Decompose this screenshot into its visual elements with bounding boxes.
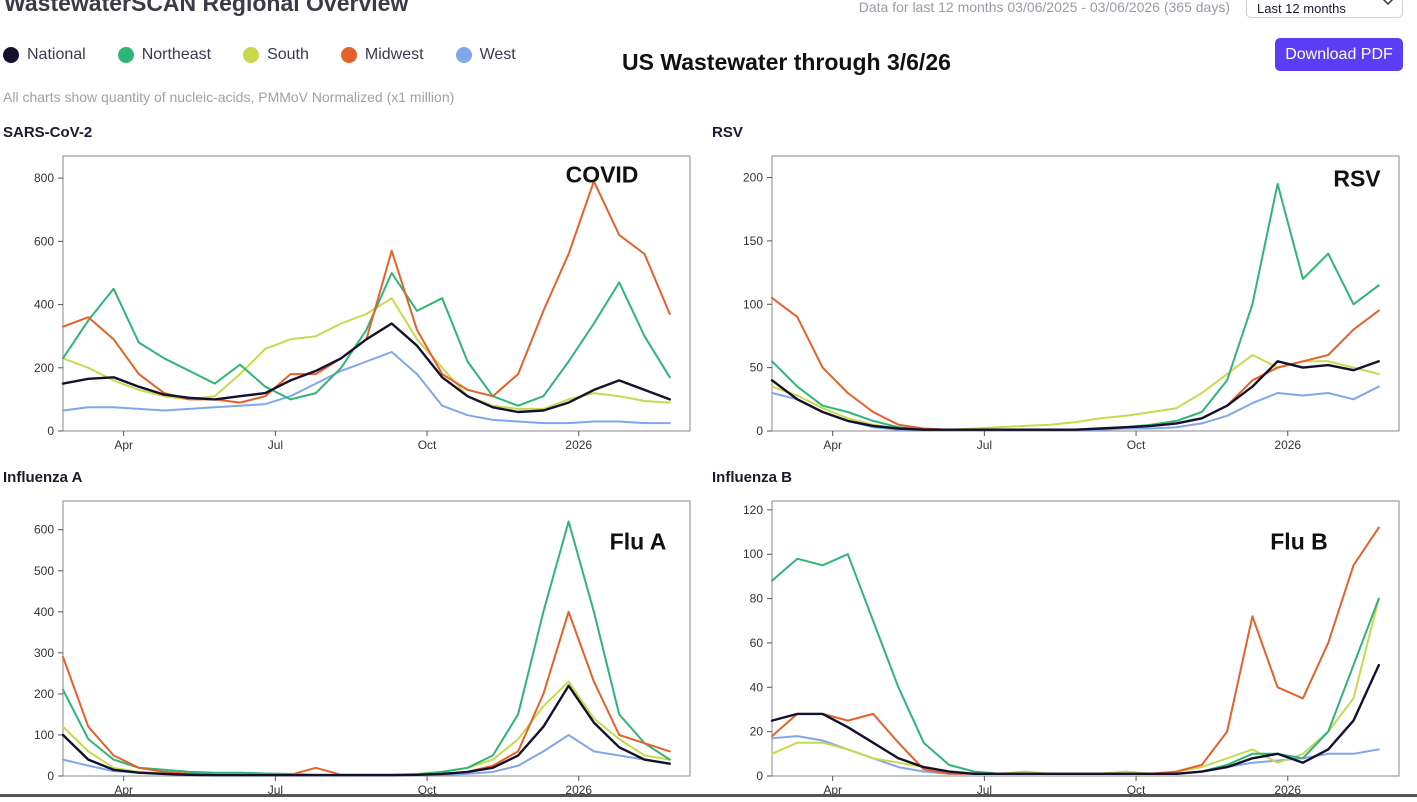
series-line-northeast [771,182,1380,431]
legend-item-national[interactable]: National [3,46,86,64]
legend-dot-icon [3,47,19,63]
legend-item-northeast[interactable]: Northeast [117,46,212,64]
legend-item-midwest[interactable]: Midwest [340,46,424,64]
y-tick-label: 200 [743,171,763,185]
y-tick-label: 0 [47,769,54,783]
legend-label: Midwest [364,46,424,63]
y-tick-label: 600 [34,234,54,248]
y-tick-label: 50 [750,361,764,375]
date-range-text: Data for last 12 months 03/06/2025 - 03/… [858,0,1230,15]
x-tick-label: Jul [268,783,283,797]
x-tick-label: 2026 [1274,438,1301,452]
chart-annotation: Flu A [609,528,667,555]
download-pdf-button[interactable]: Download PDF [1275,38,1403,71]
legend-dot-icon [243,47,260,63]
y-tick-label: 100 [743,297,763,311]
x-tick-label: Apr [823,438,842,452]
chevron-down-icon [1382,0,1394,6]
series-line-northeast [771,553,1380,775]
plot-frame [771,500,1400,777]
series-line-west [62,351,671,425]
x-tick-label: Oct [1127,783,1146,797]
series-line-national [770,360,1380,431]
overlay-title: US Wastewater through 3/6/26 [622,49,951,75]
legend-dot-icon [117,47,134,63]
legend-dot-icon [455,47,472,63]
chart-influenza-b: 0 20 40 60 80 100 120 Apr Jul Oct 2026 [743,500,1400,797]
legend-dot-icon [340,47,357,63]
plot-frame [62,155,691,432]
x-tick-label: Oct [418,783,437,797]
legend-label: National [27,46,86,63]
legend-label: Northeast [141,46,212,63]
series-line-national [61,322,671,414]
x-tick-label: Oct [418,438,437,452]
x-tick-label: Apr [114,783,133,797]
y-tick-label: 20 [750,725,764,739]
x-tick-label: Jul [268,438,283,452]
y-tick-label: 200 [34,361,54,375]
y-tick-label: 400 [34,298,54,312]
chart-influenza-a: 0 100 200 300 400 500 600 Apr Jul Oct 2026 [34,500,691,797]
y-tick-label: 800 [34,171,54,185]
series-line-south [771,597,1380,775]
y-tick-label: 100 [34,728,54,742]
legend-label: South [267,46,309,63]
y-tick-label: 120 [743,503,763,517]
legend-item-west[interactable]: West [455,46,516,64]
units-subtitle: All charts show quantity of nucleic-acid… [3,89,455,105]
x-tick-label: Jul [977,783,992,797]
x-tick-label: Jul [977,438,992,452]
y-tick-label: 100 [743,547,763,561]
time-range-select[interactable]: Last 12 months [1246,0,1403,18]
series-line-south [62,680,671,776]
y-tick-label: 0 [47,424,54,438]
y-tick-label: 60 [750,636,764,650]
series-line-midwest [62,180,671,404]
x-tick-label: Oct [1127,438,1146,452]
y-tick-label: 150 [743,234,763,248]
plot-frame [62,500,691,777]
region-legend: National Northeast South Midwest West [3,44,548,66]
series-line-south [62,297,671,410]
series-line-northeast [62,272,671,407]
y-tick-label: 80 [750,592,764,606]
x-tick-label: 2026 [565,783,592,797]
chart-annotation: Flu B [1270,528,1328,555]
x-tick-label: Apr [114,438,133,452]
chart-title-influenza-b: Influenza B [712,469,793,486]
chart-annotation: RSV [1333,165,1381,192]
bottom-divider [0,794,1417,797]
legend-label: West [479,46,516,63]
series-line-national [770,663,1380,775]
chart-rsv: 0 50 100 150 200 Apr Jul Oct 2026 [743,155,1400,452]
y-tick-label: 300 [34,646,54,660]
chart-sars-cov-2: 0 200 400 600 800 Apr Jul Oct 2026 [34,155,691,452]
y-tick-label: 0 [756,769,763,783]
y-tick-label: 0 [756,424,763,438]
y-tick-label: 40 [750,680,764,694]
series-line-national [61,684,671,777]
x-tick-label: 2026 [565,438,592,452]
chart-annotation: COVID [565,161,639,188]
chart-title-rsv: RSV [712,124,743,141]
series-line-midwest [62,610,671,776]
y-tick-label: 500 [34,564,54,578]
y-tick-label: 200 [34,687,54,701]
y-tick-label: 400 [34,605,54,619]
series-line-northeast [62,520,671,776]
legend-item-south[interactable]: South [243,46,309,64]
plot-frame [771,155,1400,432]
x-tick-label: 2026 [1274,783,1301,797]
app-title: WastewaterSCAN Regional Overview [4,0,409,16]
time-range-select-value: Last 12 months [1257,1,1346,16]
chart-title-influenza-a: Influenza A [3,469,83,486]
y-tick-label: 600 [34,523,54,537]
x-tick-label: Apr [823,783,842,797]
chart-title-sars-cov-2: SARS-CoV-2 [3,124,93,141]
series-line-south [771,354,1380,431]
